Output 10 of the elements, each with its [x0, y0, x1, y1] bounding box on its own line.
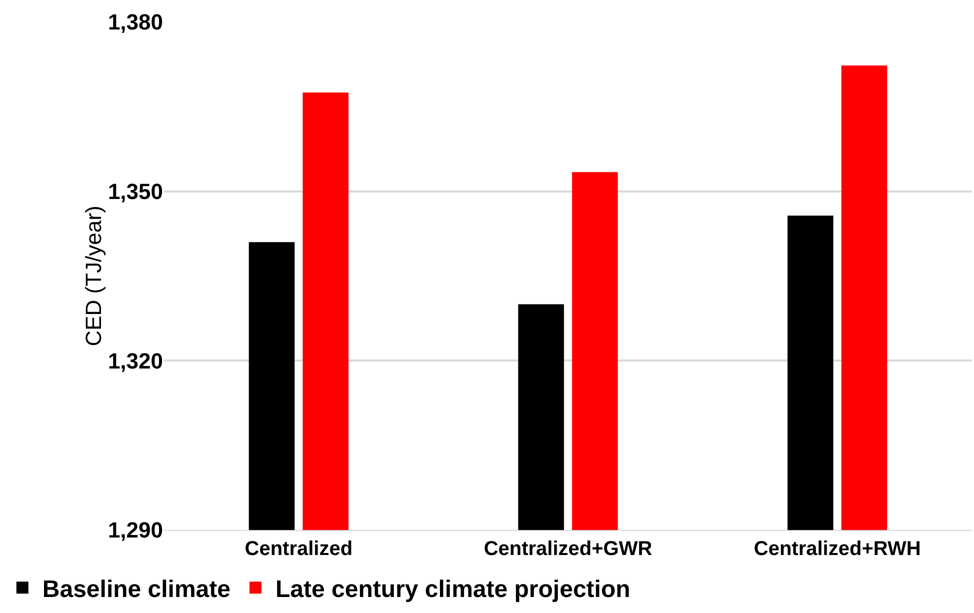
y-tick-label: 1,380	[108, 10, 163, 35]
x-tick-label: Centralized+GWR	[484, 538, 653, 560]
y-axis-title: CED (TJ/year)	[80, 206, 106, 346]
y-tick-label: 1,320	[108, 348, 163, 374]
y-tick-label: 1,350	[108, 179, 163, 204]
x-tick-label: Centralized+RWH	[754, 538, 921, 560]
y-tick-label: 1,290	[108, 518, 163, 543]
x-tick-label: Centralized	[244, 538, 353, 560]
legend-label: Baseline climate	[42, 576, 231, 604]
legend-label: Late century climate projection	[276, 576, 630, 604]
